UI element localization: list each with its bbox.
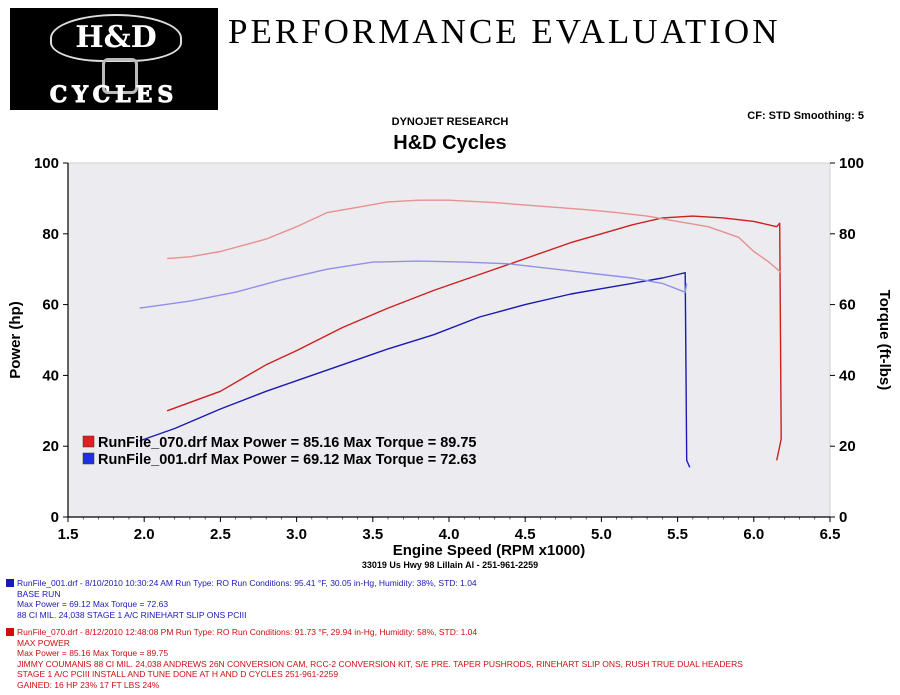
x-tick-label: 3.5 xyxy=(362,526,383,543)
x-axis-label: Engine Speed (RPM x1000) xyxy=(393,542,586,559)
x-tick-label: 5.0 xyxy=(591,526,612,543)
run-info-line: STAGE 1 A/C PCIII INSTALL AND TUNE DONE … xyxy=(17,669,339,679)
shop-address: 33019 Us Hwy 98 Lillain Al - 251-961-225… xyxy=(361,560,539,570)
y-tick-label: 40 xyxy=(42,367,59,384)
logo-word: CYCLES xyxy=(49,82,179,109)
x-tick-label: 4.5 xyxy=(515,526,536,543)
run-info-line: RunFile_070.drf - 8/12/2010 12:48:08 PM … xyxy=(6,627,743,638)
correction-info: CF: STD Smoothing: 5 xyxy=(747,110,864,122)
y2-tick-label: 80 xyxy=(839,226,856,243)
y-tick-label: 80 xyxy=(42,226,59,243)
x-tick-label: 5.5 xyxy=(667,526,688,543)
legend-entry: RunFile_070.drf Max Power = 85.16 Max To… xyxy=(98,435,477,451)
run-info-070: RunFile_070.drf - 8/12/2010 12:48:08 PM … xyxy=(6,627,743,690)
legend-swatch xyxy=(82,435,95,448)
logo-badge: H&D xyxy=(50,14,182,62)
run-info-line: 88 CI MIL. 24,038 STAGE 1 A/C RINEHART S… xyxy=(17,609,247,620)
y2-tick-label: 60 xyxy=(839,297,856,314)
dyno-chart: 1.5 2.0 2.5 3.0 3.5 4.0 4.5 5.0 5.5 6.0 6.50 020 204… xyxy=(7,155,893,559)
legend-swatch xyxy=(82,452,95,465)
y2-tick-label: 40 xyxy=(839,367,856,384)
y-tick-label: 20 xyxy=(42,438,59,455)
x-tick-label: 6.0 xyxy=(743,526,764,543)
y2-tick-label: 0 xyxy=(839,509,847,526)
run-info-line: BASE RUN xyxy=(17,588,61,599)
run-info-line: MAX POWER xyxy=(17,637,70,648)
series-line-torque-RunFile-070-drf xyxy=(167,199,782,274)
y2-tick-label: 20 xyxy=(839,438,856,455)
x-tick-label: 6.5 xyxy=(820,526,841,543)
company-logo: H&D CYCLES xyxy=(10,8,218,110)
y-tick-label: 100 xyxy=(34,155,59,172)
y2-axis-label: Torque (ft-lbs) xyxy=(876,290,893,391)
run-color-swatch xyxy=(6,579,14,587)
x-tick-label: 2.5 xyxy=(210,526,231,543)
y-tick-label: 0 xyxy=(51,509,59,526)
run-color-swatch xyxy=(6,628,14,636)
series-line-torque-RunFile-001-drf xyxy=(139,260,688,309)
y-axis-label: Power (hp) xyxy=(7,301,24,379)
run-info-line: GAINED: 16 HP 23% 17 FT LBS 24% xyxy=(17,679,160,690)
x-tick-label: 1.5 xyxy=(58,526,79,543)
y-tick-label: 60 xyxy=(42,297,59,314)
run-info-line: RunFile_001.drf - 8/10/2010 10:30:24 AM … xyxy=(6,578,477,589)
x-tick-label: 3.0 xyxy=(286,526,307,543)
run-info-line: Max Power = 69.12 Max Torque = 72.63 xyxy=(17,599,169,609)
run-info-line: Max Power = 85.16 Max Torque = 89.75 xyxy=(17,648,169,658)
x-tick-label: 4.0 xyxy=(439,526,460,543)
series-line-power-RunFile-001-drf xyxy=(139,272,691,468)
y2-tick-label: 100 xyxy=(839,155,864,172)
research-label: DYNOJET RESEARCH xyxy=(391,116,509,128)
engine-icon xyxy=(102,58,138,94)
chart-title: H&D Cycles xyxy=(393,132,507,154)
plot-area xyxy=(68,163,830,517)
run-info-001: RunFile_001.drf - 8/10/2010 10:30:24 AM … xyxy=(6,578,477,620)
x-tick-label: 2.0 xyxy=(134,526,155,543)
page-title: PERFORMANCE EVALUATION xyxy=(228,12,781,51)
series-line-power-RunFile-070-drf xyxy=(166,215,782,461)
legend-entry: RunFile_001.drf Max Power = 69.12 Max To… xyxy=(98,452,477,468)
run-info-line: JIMMY COUMANIS 88 CI MIL. 24,038 ANDREWS… xyxy=(17,658,743,669)
